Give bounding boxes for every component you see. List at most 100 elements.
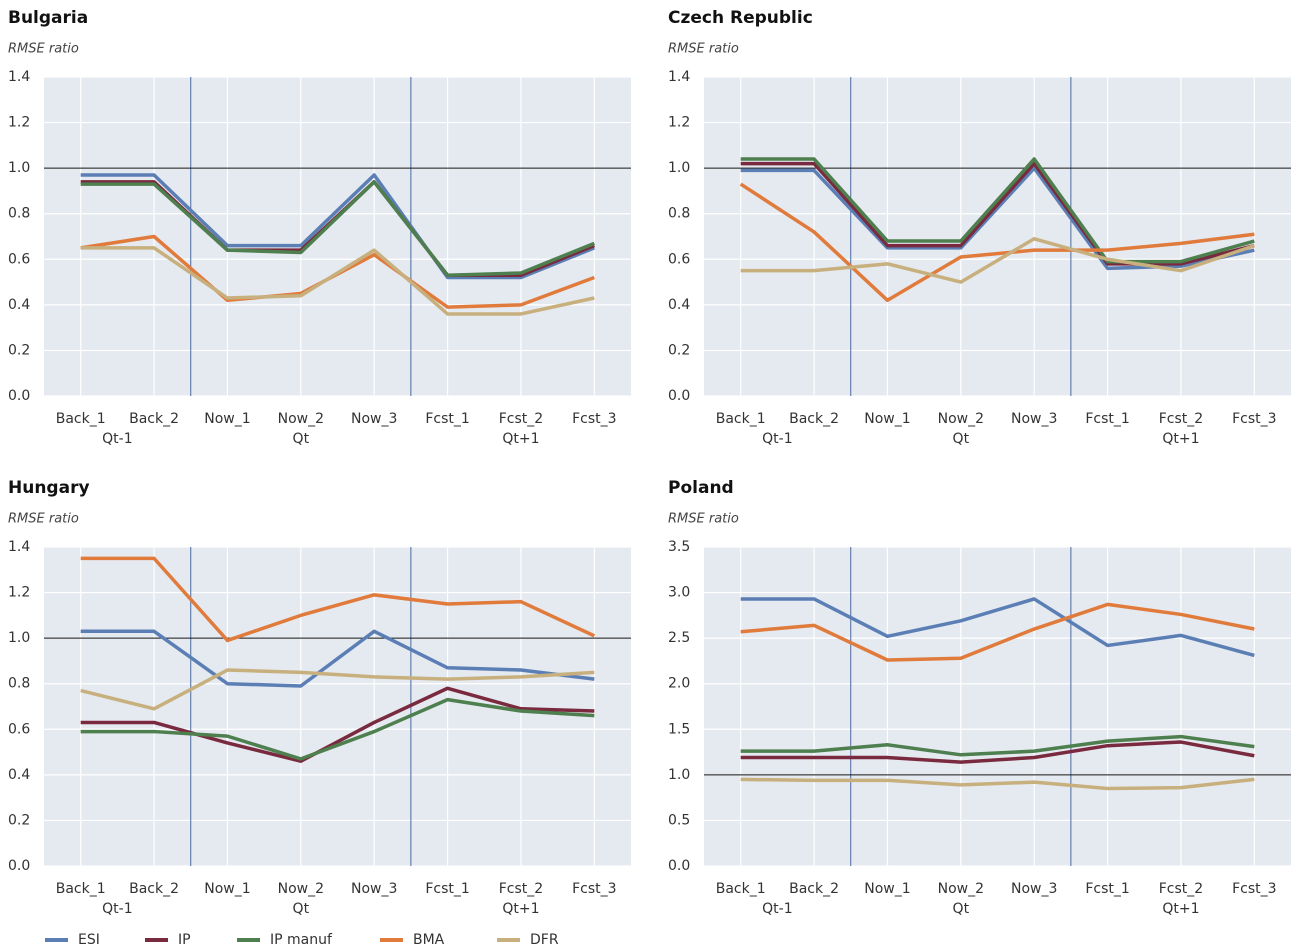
y-tick-label: 0.2 xyxy=(668,342,690,358)
y-tick-label: 1.4 xyxy=(8,69,30,85)
x-tick-label: Fcst_3 xyxy=(1232,881,1276,897)
y-tick-label: 1.0 xyxy=(8,160,30,176)
series-line xyxy=(80,173,595,280)
legend-label: ESI xyxy=(78,932,100,948)
x-tick-label: Back_2 xyxy=(789,881,839,897)
x-tick-label: Fcst_2 xyxy=(499,881,543,897)
plot-area xyxy=(44,547,631,866)
x-tick-label: Fcst_3 xyxy=(1232,411,1276,427)
series-line xyxy=(740,734,1255,757)
y-tick-label: 1.0 xyxy=(8,630,30,646)
x-tick-label: Now_1 xyxy=(204,881,250,897)
x-tick-label: Back_1 xyxy=(716,411,766,427)
series-line xyxy=(80,668,595,711)
y-tick-label: 1.0 xyxy=(668,767,690,783)
x-tick-label: Back_2 xyxy=(129,411,179,427)
y-tick-label: 1.4 xyxy=(668,69,690,85)
plot-area xyxy=(704,547,1291,866)
x-tick-label: Fcst_1 xyxy=(1085,411,1129,427)
y-tick-label: 0.6 xyxy=(8,251,30,267)
y-tick-label: 1.0 xyxy=(668,160,690,176)
x-tick-label: Now_3 xyxy=(1011,881,1057,897)
plot-area xyxy=(44,77,631,396)
legend-label: IP xyxy=(178,932,191,948)
series-line xyxy=(740,740,1255,764)
series-line xyxy=(80,556,596,643)
x-tick-label: Now_1 xyxy=(864,411,910,427)
y-tick-label: 0.0 xyxy=(8,858,30,874)
y-tick-label: 0.0 xyxy=(668,388,690,404)
group-label: Qt-1 xyxy=(762,901,792,917)
group-label: Qt-1 xyxy=(102,431,132,447)
series-line xyxy=(739,182,1255,303)
x-tick-label: Back_1 xyxy=(56,411,106,427)
x-tick-label: Now_2 xyxy=(938,411,984,427)
series-line xyxy=(740,157,1255,264)
y-tick-label: 1.4 xyxy=(8,539,30,555)
series-line xyxy=(80,697,595,761)
y-tick-label: 1.2 xyxy=(8,115,30,131)
y-tick-label: 0.6 xyxy=(668,251,690,267)
group-label: Qt xyxy=(953,901,970,917)
x-tick-label: Fcst_1 xyxy=(425,881,469,897)
x-tick-label: Now_3 xyxy=(1011,411,1057,427)
y-tick-label: 0.4 xyxy=(668,297,690,313)
group-label: Qt-1 xyxy=(102,901,132,917)
y-tick-label: 0.4 xyxy=(8,297,30,313)
x-tick-label: Now_2 xyxy=(278,881,324,897)
group-label: Qt-1 xyxy=(762,431,792,447)
y-tick-label: 3.0 xyxy=(668,585,690,601)
x-tick-label: Back_1 xyxy=(56,881,106,897)
series-line xyxy=(740,161,1255,266)
x-tick-label: Now_1 xyxy=(864,881,910,897)
y-tick-label: 0.4 xyxy=(8,767,30,783)
x-tick-label: Fcst_2 xyxy=(499,411,543,427)
group-label: Qt xyxy=(293,431,310,447)
x-tick-label: Now_3 xyxy=(351,881,397,897)
group-label: Qt+1 xyxy=(502,431,539,447)
series-line xyxy=(80,246,595,316)
y-tick-label: 0.5 xyxy=(668,812,690,828)
chart-title: Czech Republic xyxy=(668,8,813,28)
x-tick-label: Fcst_3 xyxy=(572,881,616,897)
group-label: Qt+1 xyxy=(502,901,539,917)
group-label: Qt xyxy=(953,431,970,447)
y-tick-label: 1.2 xyxy=(8,585,30,601)
chart-title: Bulgaria xyxy=(8,8,88,28)
x-tick-label: Fcst_2 xyxy=(1159,881,1203,897)
series-line xyxy=(80,686,595,763)
x-tick-label: Fcst_3 xyxy=(572,411,616,427)
x-tick-label: Now_2 xyxy=(938,881,984,897)
y-tick-label: 0.2 xyxy=(8,812,30,828)
x-tick-label: Now_1 xyxy=(204,411,250,427)
legend-label: IP manuf xyxy=(270,932,333,948)
x-tick-label: Now_2 xyxy=(278,411,324,427)
series-line xyxy=(740,237,1255,284)
y-axis-label: RMSE ratio xyxy=(8,512,79,527)
chart-title: Poland xyxy=(668,478,734,498)
y-axis-label: RMSE ratio xyxy=(668,512,739,527)
series-line xyxy=(740,777,1255,791)
series-line xyxy=(80,629,595,688)
chart-title: Hungary xyxy=(8,478,90,498)
series-line xyxy=(740,602,1255,662)
x-tick-label: Back_2 xyxy=(129,881,179,897)
group-label: Qt+1 xyxy=(1162,431,1199,447)
series-line xyxy=(740,597,1255,658)
y-tick-label: 0.8 xyxy=(668,206,690,222)
x-tick-label: Now_3 xyxy=(351,411,397,427)
x-tick-label: Fcst_1 xyxy=(425,411,469,427)
legend-label: DFR xyxy=(530,932,559,948)
y-axis-label: RMSE ratio xyxy=(8,42,79,57)
y-tick-label: 1.5 xyxy=(668,721,690,737)
y-axis-label: RMSE ratio xyxy=(668,42,739,57)
x-tick-label: Fcst_2 xyxy=(1159,411,1203,427)
x-tick-label: Back_1 xyxy=(716,881,766,897)
y-tick-label: 2.0 xyxy=(668,676,690,692)
y-tick-label: 0.8 xyxy=(8,676,30,692)
y-tick-label: 2.5 xyxy=(668,630,690,646)
x-tick-label: Back_2 xyxy=(789,411,839,427)
y-tick-label: 0.6 xyxy=(8,721,30,737)
y-tick-label: 3.5 xyxy=(668,539,690,555)
